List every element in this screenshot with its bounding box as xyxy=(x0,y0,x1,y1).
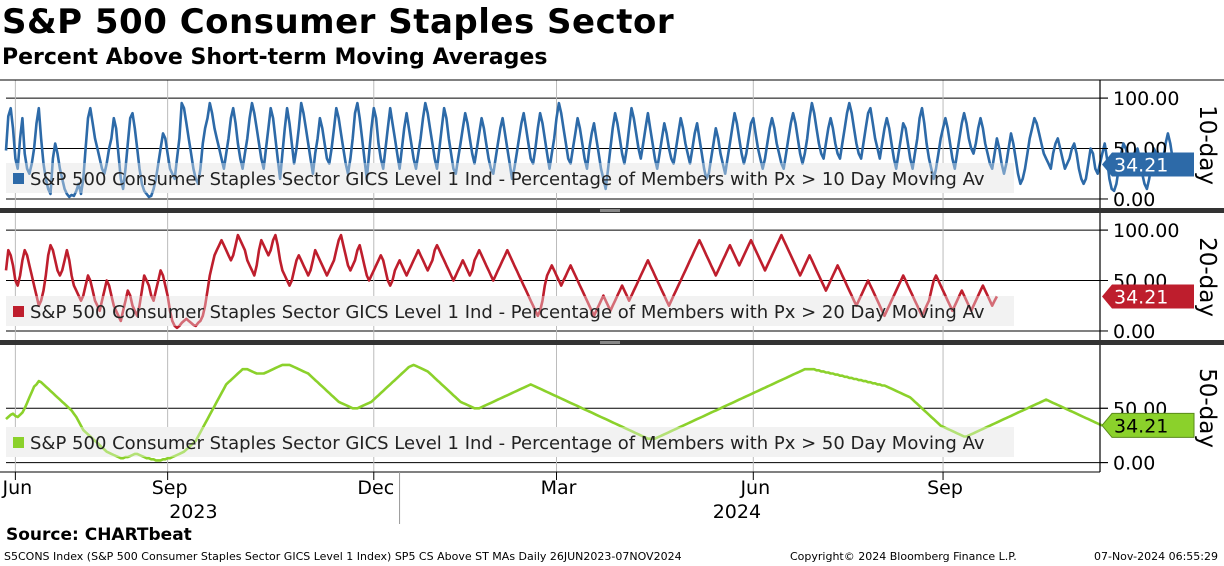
x-tick-label-year: 2023 xyxy=(169,501,217,523)
last-value-badge-p50 xyxy=(1101,412,1195,438)
y-tick-label: 100.00 xyxy=(1113,220,1179,242)
x-tick-label-month: Jun xyxy=(2,477,33,499)
legend-swatch-p10 xyxy=(13,173,24,184)
last-value-badge-p10 xyxy=(1102,152,1194,177)
last-value-label-p20: 34.21 xyxy=(1114,286,1168,308)
legend-text-p20: S&P 500 Consumer Staples Sector GICS Lev… xyxy=(30,302,985,323)
x-tick-label-month: Sep xyxy=(927,477,963,499)
source-note: Source: CHARTbeat xyxy=(6,525,192,545)
legend-band xyxy=(6,296,1014,326)
panel-10-day: S&P 500 Consumer Staples Sector GICS Lev… xyxy=(4,80,1220,211)
last-value-label-p50: 34.21 xyxy=(1114,415,1168,437)
last-value-badge-p20 xyxy=(1102,284,1194,309)
panel-axis-label: 50-day xyxy=(1194,368,1220,448)
footer-index-description: S5CONS Index (S&P 500 Consumer Staples S… xyxy=(4,550,682,563)
x-tick-label-year: 2024 xyxy=(713,501,761,523)
series-line-p50 xyxy=(5,363,1103,462)
x-tick-label-month: Dec xyxy=(357,477,394,499)
chart-title: S&P 500 Consumer Staples Sector xyxy=(2,2,675,42)
panel-axis-label: 10-day xyxy=(1194,105,1220,185)
y-tick-label: 100.00 xyxy=(1113,88,1179,110)
panel-divider-grip xyxy=(600,209,620,212)
footer-copyright: Copyright© 2024 Bloomberg Finance L.P. xyxy=(790,550,1017,563)
footer-timestamp: 07-Nov-2024 06:55:29 xyxy=(1093,550,1218,563)
panel-axis-label: 20-day xyxy=(1194,237,1220,317)
series-line-p10 xyxy=(4,101,1177,199)
panel-20-day: S&P 500 Consumer Staples Sector GICS Lev… xyxy=(4,212,1220,343)
y-tick-label: 0.00 xyxy=(1113,189,1155,211)
series-line-p20 xyxy=(4,233,999,330)
y-tick-label: 0.00 xyxy=(1113,321,1155,343)
legend-swatch-p20 xyxy=(13,306,24,317)
legend-text-p50: S&P 500 Consumer Staples Sector GICS Lev… xyxy=(30,433,985,454)
last-value-label-p10: 34.21 xyxy=(1114,154,1168,176)
chart-subtitle: Percent Above Short-term Moving Averages xyxy=(2,45,548,70)
panel-divider-grip xyxy=(600,341,620,344)
legend-text-p10: S&P 500 Consumer Staples Sector GICS Lev… xyxy=(30,169,985,190)
legend-band-overlay xyxy=(6,427,1014,457)
x-tick-label-month: Jun xyxy=(739,477,770,499)
legend-band-overlay xyxy=(6,296,1014,326)
legend-swatch-p50 xyxy=(13,437,24,448)
legend-band xyxy=(6,427,1014,457)
x-tick-label-month: Mar xyxy=(541,477,577,499)
y-tick-label: 0.00 xyxy=(1113,453,1155,475)
x-tick-label-month: Sep xyxy=(152,477,188,499)
panel-50-day: S&P 500 Consumer Staples Sector GICS Lev… xyxy=(5,344,1220,475)
legend-band-overlay xyxy=(6,163,1014,193)
